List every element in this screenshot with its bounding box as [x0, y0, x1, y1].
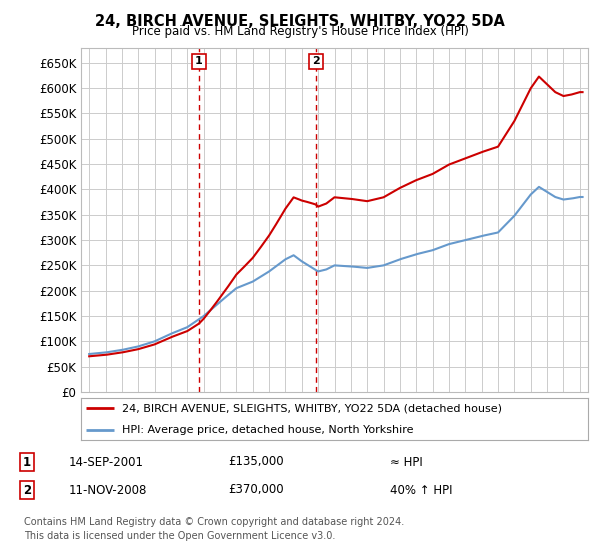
Text: 24, BIRCH AVENUE, SLEIGHTS, WHITBY, YO22 5DA (detached house): 24, BIRCH AVENUE, SLEIGHTS, WHITBY, YO22… — [122, 403, 502, 413]
Text: HPI: Average price, detached house, North Yorkshire: HPI: Average price, detached house, Nort… — [122, 426, 413, 435]
Text: 11-NOV-2008: 11-NOV-2008 — [69, 483, 148, 497]
Text: 2: 2 — [312, 57, 320, 67]
Text: 1: 1 — [195, 57, 203, 67]
Text: 14-SEP-2001: 14-SEP-2001 — [69, 455, 144, 469]
Text: £370,000: £370,000 — [228, 483, 284, 497]
Text: ≈ HPI: ≈ HPI — [390, 455, 423, 469]
Text: Price paid vs. HM Land Registry's House Price Index (HPI): Price paid vs. HM Land Registry's House … — [131, 25, 469, 38]
Text: This data is licensed under the Open Government Licence v3.0.: This data is licensed under the Open Gov… — [24, 531, 335, 542]
Text: 1: 1 — [23, 455, 31, 469]
Text: Contains HM Land Registry data © Crown copyright and database right 2024.: Contains HM Land Registry data © Crown c… — [24, 517, 404, 527]
Text: 40% ↑ HPI: 40% ↑ HPI — [390, 483, 452, 497]
Text: £135,000: £135,000 — [228, 455, 284, 469]
Text: 24, BIRCH AVENUE, SLEIGHTS, WHITBY, YO22 5DA: 24, BIRCH AVENUE, SLEIGHTS, WHITBY, YO22… — [95, 14, 505, 29]
Text: 2: 2 — [23, 483, 31, 497]
